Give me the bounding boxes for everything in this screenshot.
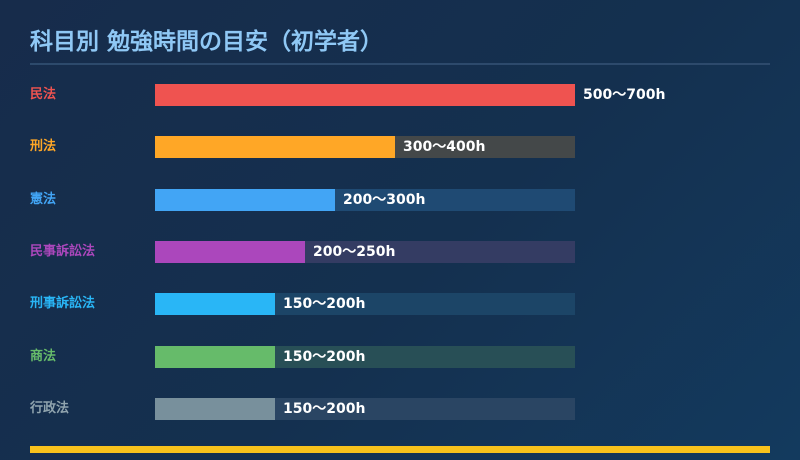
bar-track: 200〜250h — [155, 241, 575, 263]
bar-row: 憲法 200〜300h — [0, 189, 800, 211]
bar-track: 200〜300h — [155, 189, 575, 211]
bar-track: 150〜200h — [155, 293, 575, 315]
bar — [155, 241, 305, 263]
category-label: 憲法 — [30, 192, 57, 207]
category-label: 刑事訴訟法 — [30, 296, 96, 311]
bar-track: 300〜400h — [155, 136, 575, 158]
bar — [155, 136, 395, 158]
bar — [155, 84, 575, 106]
bar-value-label: 300〜400h — [403, 139, 486, 155]
bar-row: 刑法 300〜400h — [0, 136, 800, 158]
bar-track: 150〜200h — [155, 398, 575, 420]
bar — [155, 398, 275, 420]
category-label: 民事訴訟法 — [30, 244, 96, 259]
bar-row: 行政法 150〜200h — [0, 398, 800, 420]
bar-row: 民法 500〜700h — [0, 84, 800, 106]
bar-value-label: 150〜200h — [283, 296, 366, 312]
title-divider — [30, 63, 770, 65]
chart-title: 科目別 勉強時間の目安（初学者） — [30, 29, 384, 55]
bar-value-label: 500〜700h — [583, 87, 666, 103]
bar-row: 民事訴訟法 200〜250h — [0, 241, 800, 263]
bar — [155, 346, 275, 368]
bar — [155, 189, 335, 211]
bar-track: 500〜700h — [155, 84, 665, 106]
category-label: 民法 — [30, 87, 57, 102]
bar-value-label: 150〜200h — [283, 349, 366, 365]
bar-track: 150〜200h — [155, 346, 575, 368]
bar-row: 商法 150〜200h — [0, 346, 800, 368]
bar-value-label: 150〜200h — [283, 401, 366, 417]
bar-value-label: 200〜300h — [343, 192, 426, 208]
bar — [155, 293, 275, 315]
category-label: 刑法 — [30, 139, 57, 154]
footer-accent-bar — [30, 446, 770, 453]
bar-row: 刑事訴訟法 150〜200h — [0, 293, 800, 315]
category-label: 行政法 — [30, 401, 70, 416]
bar-value-label: 200〜250h — [313, 244, 396, 260]
category-label: 商法 — [30, 349, 57, 364]
